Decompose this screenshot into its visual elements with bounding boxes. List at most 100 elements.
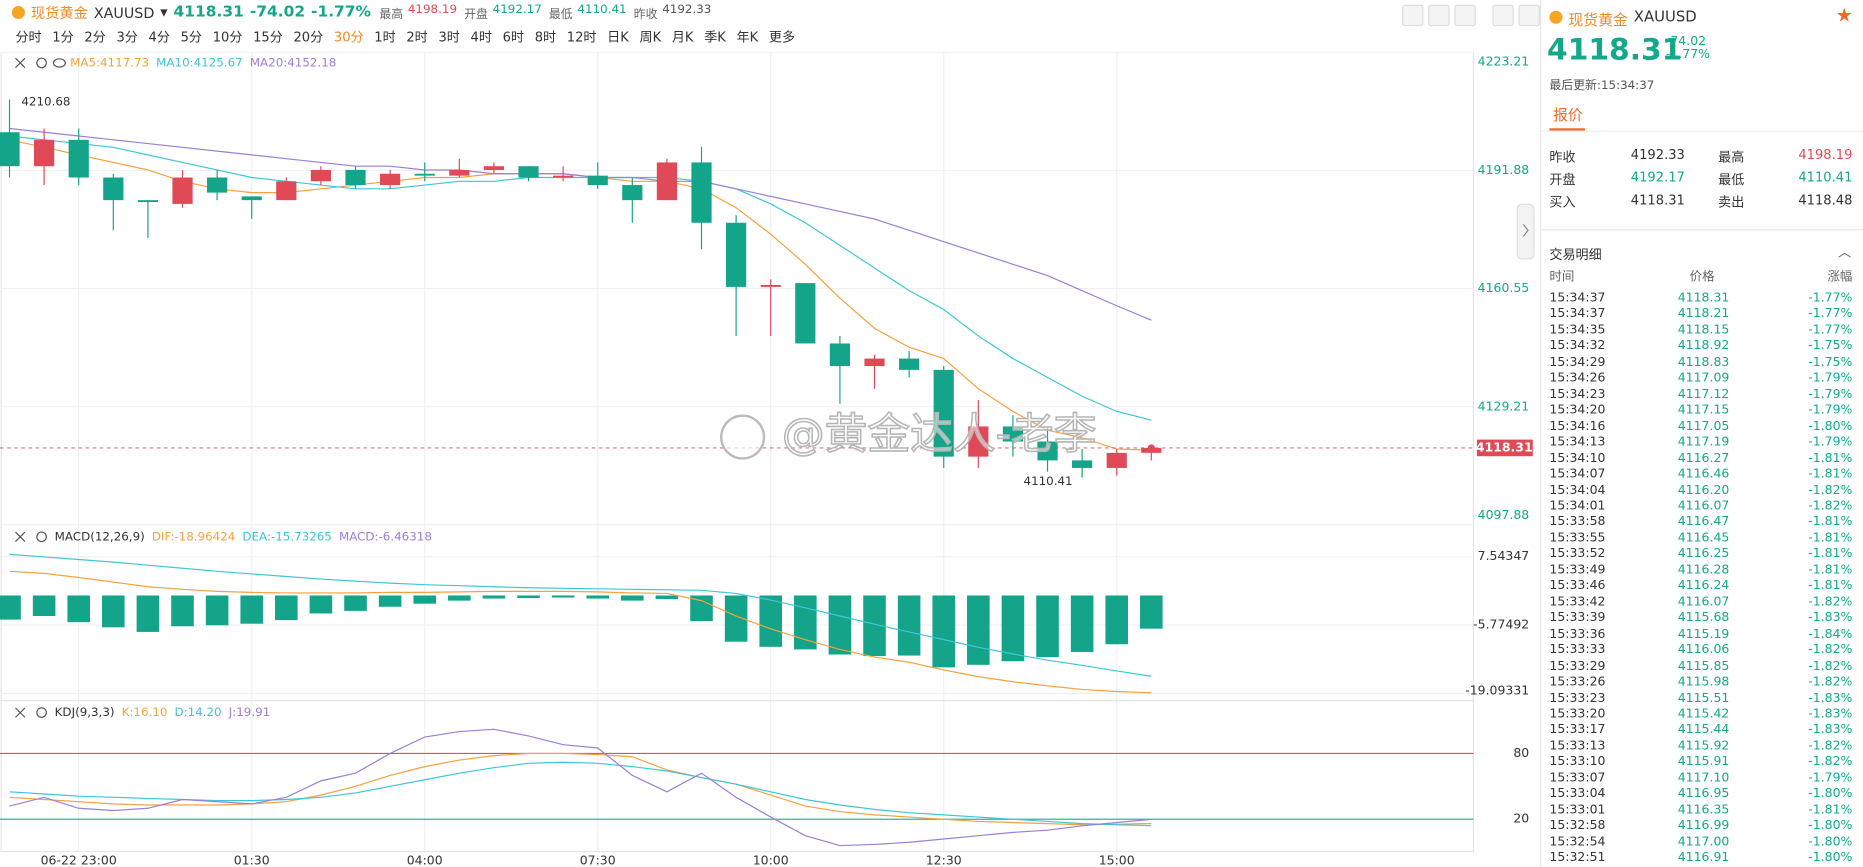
candle-body [68,139,89,178]
trade-row: 15:34:13 4117.19 -1.79% [1549,435,1852,450]
symbol-name: 现货黄金 [30,4,88,22]
indicator-line [9,127,1152,321]
timeframe[interactable]: 5分 [180,29,202,46]
timeframe[interactable]: 更多 [768,29,796,46]
macd-bar [171,595,194,627]
stat-label: 开盘 [464,8,488,22]
divider [1541,229,1863,231]
macd-bar [586,595,610,599]
trade-time: 15:33:36 [1549,626,1606,641]
timeframe[interactable]: 2时 [406,29,428,46]
tool-button[interactable] [1428,4,1450,27]
candle-body [1106,452,1127,468]
collapse-caret[interactable]: ︿ [1838,244,1852,261]
candle-body [380,173,401,186]
sidebar: 现货黄金 XAUUSD ★ 4118.31 -74.02 -1.77% 最后更新… [1539,0,1863,867]
macd-bar [205,595,229,626]
timeframe[interactable]: 6时 [502,29,524,46]
timeframe-bar: 分时 1分 2分 3分 4分 5分 10分 15分 20分 30分 1时 2时 3时 4时 6时 8时 12时日… [15,27,795,46]
sidebar-change: -74.02 [1665,34,1707,49]
symbol-code[interactable]: XAUUSD [93,4,155,21]
timeframe[interactable]: 季K [704,29,726,46]
timeframe[interactable]: 10分 [212,29,243,46]
stat-label: 昨收 [633,8,658,22]
timeframe[interactable]: 20分 [293,29,324,46]
trade-row: 15:34:32 4118.92 -1.75% [1549,339,1852,354]
timeframe[interactable]: 日K [607,29,629,46]
trade-row: 15:34:37 4118.21 -1.77% [1549,307,1852,322]
trade-time: 15:34:35 [1549,322,1606,338]
trade-price: 4117.09 [1677,370,1730,386]
timeframe[interactable]: 分时 [15,29,42,46]
trade-row: 15:33:17 4115.44 -1.83% [1549,723,1852,738]
timeframe[interactable]: 15分 [253,29,283,46]
candle-body [933,369,954,457]
timeframe[interactable]: 4时 [470,29,492,46]
candle-body [691,162,712,223]
trade-price: 4117.05 [1677,418,1730,434]
trade-row: 15:34:29 4118.83 -1.75% [1549,355,1852,370]
trade-price: 4116.46 [1677,466,1730,482]
close-icon [15,531,26,543]
timeframe[interactable]: 30分 [333,29,364,46]
trade-change: -1.82% [1808,738,1853,753]
macd-bar [136,595,160,632]
panel-toggle[interactable] [1516,203,1535,260]
trade-time: 15:34:13 [1549,434,1606,450]
sidebar-name: 现货黄金 [1568,10,1628,29]
trade-row: 15:32:51 4116.91 -1.80% [1549,851,1852,866]
quote-tab[interactable]: 报价 [1552,105,1583,124]
trade-change: -1.82% [1808,658,1853,673]
settings-icon [36,57,47,69]
trade-time: 15:34:32 [1549,338,1606,354]
indicator-line [9,135,1152,421]
trade-price: 4116.28 [1677,562,1730,577]
trade-row: 15:33:07 4117.10 -1.79% [1549,771,1852,786]
timeframe[interactable]: 4分 [148,29,170,46]
trade-change: -1.81% [1808,802,1853,817]
trade-change: -1.80% [1808,818,1853,833]
trade-price: 4117.00 [1677,834,1730,849]
trade-price: 4115.51 [1677,690,1730,705]
trade-time: 15:33:01 [1549,802,1606,817]
favorite-star[interactable]: ★ [1835,3,1853,27]
trade-row: 15:32:58 4116.99 -1.80% [1549,819,1852,834]
trade-row: 15:34:23 4117.12 -1.79% [1549,387,1852,402]
sidebar-price: 4118.31 [1547,32,1683,67]
trade-row: 15:33:13 4115.92 -1.82% [1549,739,1852,754]
quote-label: 昨收 [1549,149,1576,166]
trade-price: 4118.15 [1677,322,1730,338]
trade-price: 4116.91 [1677,850,1730,865]
trade-change: -1.82% [1808,674,1853,689]
timeframe[interactable]: 1分 [52,29,74,46]
close-button[interactable] [1518,4,1540,27]
timeframe[interactable]: 月K [671,29,694,46]
trade-row: 15:34:26 4117.09 -1.79% [1549,371,1852,386]
trade-price: 4115.85 [1677,658,1730,673]
timeframe[interactable]: 3分 [116,29,138,46]
tool-button[interactable] [1402,4,1424,27]
trade-row: 15:33:33 4116.06 -1.82% [1549,643,1852,658]
trade-row: 15:33:46 4116.24 -1.81% [1549,579,1852,594]
y-tick-label: 80 [1513,745,1529,760]
macd-bar [724,595,748,642]
timeframe[interactable]: 8时 [534,29,557,46]
timeframe[interactable]: 12时 [566,29,597,46]
timeframe[interactable]: 年K [736,29,759,46]
macd-bar [482,595,506,599]
trade-time: 15:33:49 [1549,562,1606,577]
timeframe[interactable]: 1时 [374,29,396,46]
timeframe[interactable]: 周K [639,29,662,46]
quote-label: 开盘 [1549,172,1576,188]
trade-change: -1.79% [1808,386,1853,402]
dropdown-caret[interactable]: ▼ [160,7,168,18]
tool-button[interactable] [1454,4,1476,27]
tool-button[interactable] [1492,4,1514,27]
toolbar [1402,4,1540,27]
trade-row: 15:34:20 4117.15 -1.79% [1549,403,1852,418]
timeframe[interactable]: 3时 [438,29,460,46]
stats: 最高 4198.19 开盘 4192.17 最低 4110.41 昨收 4192.33 [377,4,711,22]
timeframe[interactable]: 2分 [84,29,106,46]
indicator-title: KDJ(9,3,3) [55,705,115,719]
stat-value: 4110.41 [577,3,627,17]
